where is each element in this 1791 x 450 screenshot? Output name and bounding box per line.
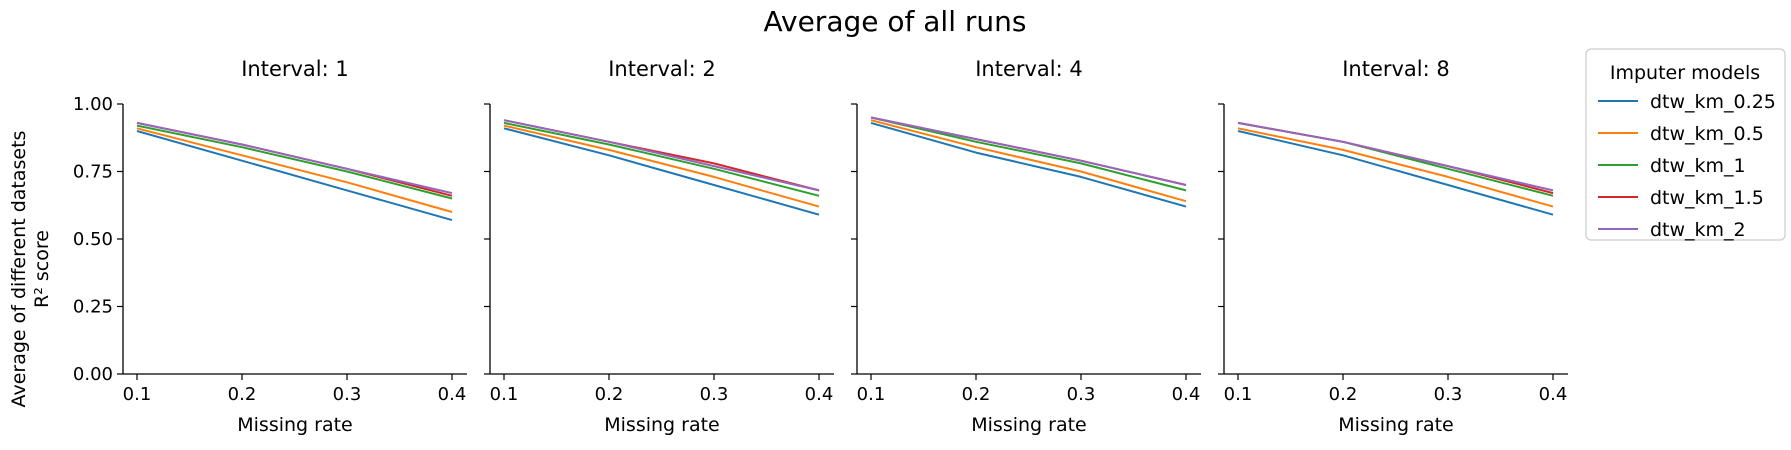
subplot-3: Interval: 4 0.1 0.2 0.3 0.4 Missing rate	[851, 57, 1201, 436]
subplot-title: Interval: 4	[975, 57, 1083, 81]
x-tick-label: 0.2	[1329, 384, 1358, 405]
x-tick-label: 0.1	[1224, 384, 1253, 405]
series-line-dtw_km_0.25	[1237, 130, 1554, 216]
x-tick-label: 0.2	[228, 384, 257, 405]
y-tick-label: 0.50	[73, 229, 113, 250]
legend-label: dtw_km_1.5	[1650, 187, 1764, 209]
legend-label: dtw_km_2	[1650, 219, 1746, 241]
x-tick-label: 0.4	[1172, 384, 1201, 405]
x-tick-label: 0.1	[857, 384, 886, 405]
legend-title: Imputer models	[1610, 62, 1760, 84]
subplot-title: Interval: 1	[241, 57, 349, 81]
series-line-dtw_km_2	[1237, 121, 1554, 192]
legend-items: dtw_km_0.25 dtw_km_0.5 dtw_km_1 dtw_km_1.5d…	[1598, 91, 1776, 241]
y-tick-label: 0.25	[73, 297, 113, 318]
x-tick-label: 0.4	[1539, 384, 1568, 405]
x-tick-label: 0.4	[438, 384, 467, 405]
x-tick-label: 0.2	[962, 384, 991, 405]
series-line-dtw_km_0.25	[503, 127, 820, 216]
subplot-2: Interval: 2 0.1 0.2 0.3 0.4 Missing rate	[484, 57, 834, 436]
series-line-dtw_km_1.5	[1237, 121, 1554, 195]
y-tick-label: 0.00	[73, 364, 113, 385]
legend: Imputer models dtw_km_0.25dtw_km_0.5dtw_…	[1585, 48, 1786, 241]
subplot-1: Interval: 1 0.00 0.25 0.50 0.75 1.00 0.1 0.2 0.3…	[73, 57, 467, 436]
figure-title: Average of all runs	[764, 5, 1027, 38]
subplot-title: Interval: 8	[1342, 57, 1450, 81]
x-axis-label: Missing rate	[237, 414, 352, 436]
x-tick-label: 0.4	[805, 384, 834, 405]
y-axis-label-line1: Average of different datasets	[8, 131, 30, 408]
x-tick-label: 0.3	[333, 384, 362, 405]
x-axis-label: Missing rate	[1338, 414, 1453, 436]
x-tick-label: 0.2	[595, 384, 624, 405]
series-line-dtw_km_0.25	[870, 121, 1187, 208]
series-line-dtw_km_0.5	[503, 124, 820, 208]
x-tick-label: 0.1	[123, 384, 152, 405]
series-line-dtw_km_1	[870, 116, 1187, 192]
series-line-dtw_km_2	[503, 119, 820, 192]
series-line-dtw_km_0.5	[136, 127, 453, 213]
subplot-panels: Interval: 1 0.00 0.25 0.50 0.75 1.00 0.1 0.2 0.3…	[73, 57, 1568, 436]
legend-label: dtw_km_0.25	[1650, 91, 1776, 113]
x-tick-label: 0.3	[700, 384, 729, 405]
subplot-4: Interval: 8 0.1 0.2 0.3 0.4 Missing rate	[1218, 57, 1568, 436]
series-line-dtw_km_0.25	[136, 130, 453, 222]
series-line-dtw_km_2	[136, 121, 453, 195]
y-tick-label: 1.00	[73, 94, 113, 115]
y-axis-label-line2: R² score	[31, 230, 53, 308]
series-line-dtw_km_1	[136, 124, 453, 200]
x-axis-label: Missing rate	[971, 414, 1086, 436]
x-tick-label: 0.1	[490, 384, 519, 405]
x-tick-label: 0.3	[1067, 384, 1096, 405]
x-tick-label: 0.3	[1434, 384, 1463, 405]
series-line-dtw_km_1	[1237, 121, 1554, 197]
x-axis-label: Missing rate	[604, 414, 719, 436]
series-line-dtw_km_1	[503, 121, 820, 197]
series-line-dtw_km_2	[870, 116, 1187, 186]
subplot-title: Interval: 2	[608, 57, 716, 81]
legend-label: dtw_km_0.5	[1650, 123, 1764, 145]
legend-frame	[1585, 48, 1786, 241]
series-line-dtw_km_0.5	[870, 119, 1187, 203]
legend-label: dtw_km_1	[1650, 155, 1746, 177]
y-tick-label: 0.75	[73, 162, 113, 183]
series-line-dtw_km_0.5	[1237, 127, 1554, 208]
